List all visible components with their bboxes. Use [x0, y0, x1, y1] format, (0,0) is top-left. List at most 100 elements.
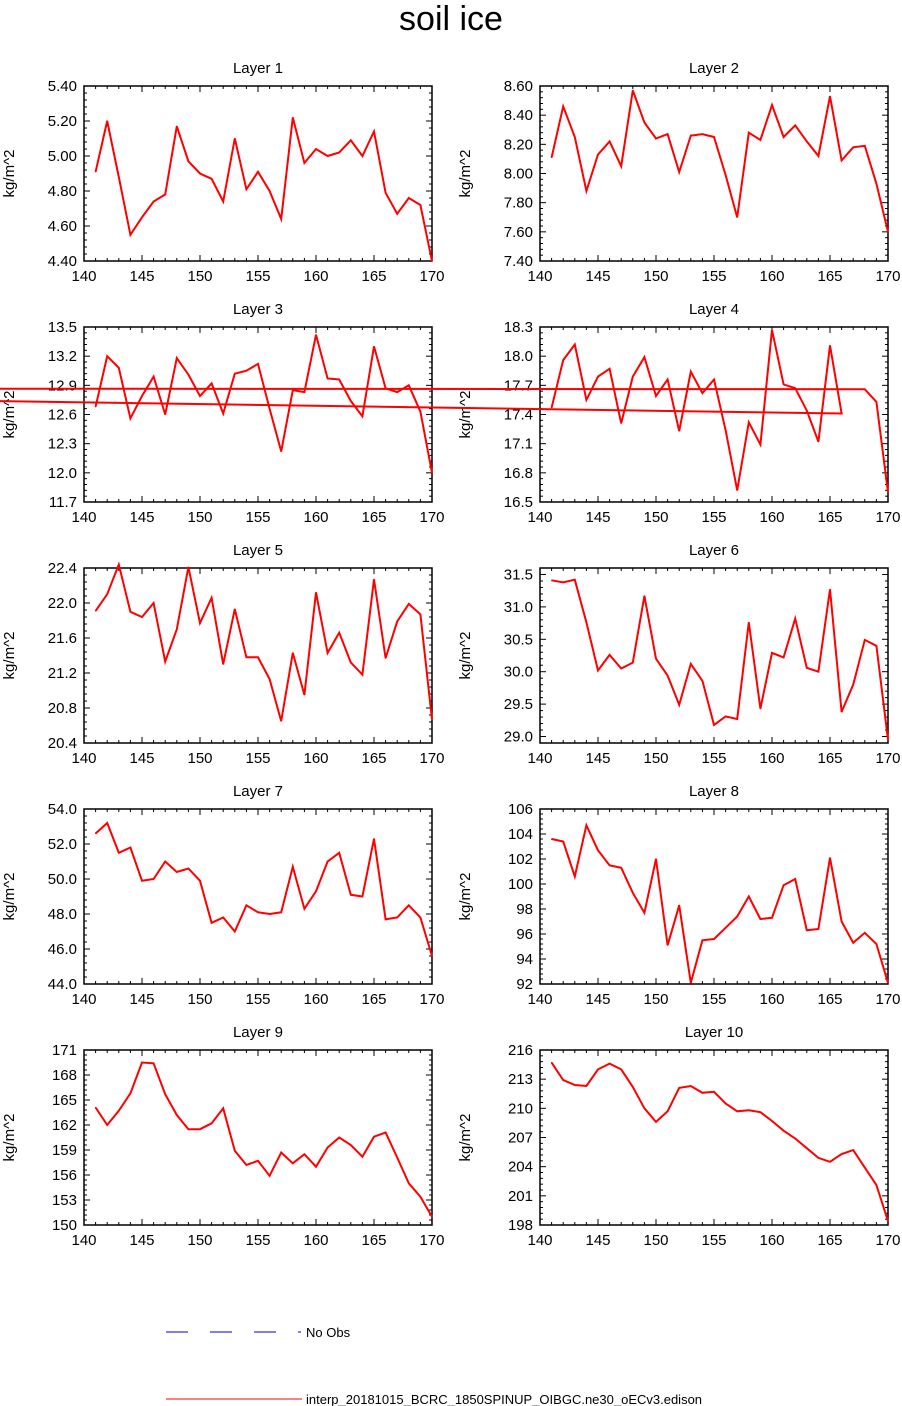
- data-point: [771, 329, 773, 331]
- series-line: [94, 117, 433, 262]
- series-line: [551, 822, 889, 984]
- data-point: [257, 656, 259, 658]
- data-point: [187, 160, 189, 162]
- data-point: [783, 383, 785, 385]
- data-point: [736, 489, 738, 491]
- x-tick-label: 145: [585, 1232, 610, 1249]
- data-point: [864, 639, 866, 641]
- data-point: [562, 105, 564, 108]
- data-point: [164, 860, 166, 863]
- y-tick-label: 54.0: [48, 801, 77, 818]
- y-tick-label: 21.2: [48, 665, 77, 682]
- data-point: [667, 133, 669, 135]
- chart-title: Layer 7: [233, 783, 283, 800]
- y-tick-label: 92: [516, 976, 533, 993]
- data-point: [303, 908, 305, 910]
- data-point: [419, 204, 421, 206]
- chart-title: Layer 6: [689, 542, 739, 559]
- series-line: [94, 561, 433, 722]
- data-point: [667, 944, 669, 946]
- data-point: [806, 1147, 808, 1149]
- y-tick-label: 96: [516, 926, 533, 943]
- x-tick-label: 165: [817, 991, 842, 1008]
- data-point: [713, 938, 715, 940]
- data-point: [419, 613, 421, 615]
- data-point: [303, 1153, 305, 1155]
- data-point: [129, 846, 131, 849]
- data-point: [794, 878, 796, 880]
- data-point: [783, 136, 785, 138]
- x-tick-label: 160: [759, 991, 784, 1008]
- data-point: [385, 192, 387, 194]
- data-point: [887, 491, 889, 493]
- x-tick-label: 170: [875, 268, 900, 285]
- data-point: [643, 121, 646, 124]
- data-point: [678, 171, 680, 173]
- data-point: [106, 1124, 108, 1126]
- y-tick-label: 13.2: [48, 348, 77, 365]
- data-point: [551, 1062, 553, 1064]
- chart-title: Layer 9: [233, 1024, 283, 1041]
- x-tick-label: 165: [361, 268, 386, 285]
- data-point: [269, 678, 271, 680]
- y-axis-label: kg/m^2: [457, 632, 474, 680]
- x-tick-label: 150: [187, 509, 212, 526]
- data-point: [597, 669, 599, 672]
- y-axis-label: kg/m^2: [1, 873, 18, 921]
- data-point: [153, 375, 155, 378]
- data-point: [678, 704, 680, 706]
- data-point: [222, 200, 224, 203]
- y-tick-label: 31.5: [504, 566, 533, 583]
- data-point: [852, 942, 854, 944]
- data-point: [551, 838, 553, 840]
- data-point: [585, 1085, 588, 1087]
- x-tick-label: 140: [527, 1232, 552, 1249]
- x-tick-label: 155: [245, 750, 270, 767]
- y-tick-label: 5.00: [48, 148, 77, 165]
- x-tick-label: 155: [245, 1232, 270, 1249]
- data-point: [234, 930, 236, 933]
- y-tick-label: 11.7: [49, 494, 77, 511]
- data-point: [690, 134, 692, 137]
- data-point: [806, 667, 808, 669]
- y-tick-label: 18.3: [504, 319, 533, 336]
- data-point: [338, 852, 340, 854]
- y-tick-label: 18.0: [504, 348, 533, 365]
- data-point: [748, 621, 750, 624]
- x-tick-label: 155: [701, 268, 726, 285]
- data-point: [829, 344, 831, 347]
- y-axis-label: kg/m^2: [1, 150, 18, 198]
- series-line: [94, 334, 433, 473]
- data-point: [620, 1068, 622, 1071]
- data-point: [725, 174, 727, 176]
- y-tick-label: 7.40: [504, 253, 533, 270]
- x-tick-label: 150: [187, 750, 212, 767]
- data-point: [176, 628, 178, 630]
- data-point: [841, 920, 843, 923]
- y-tick-label: 22.4: [48, 560, 77, 577]
- data-point: [771, 917, 773, 919]
- data-point: [817, 1157, 820, 1159]
- x-tick-label: 165: [361, 1232, 386, 1249]
- x-tick-label: 165: [361, 750, 386, 767]
- data-point: [701, 133, 704, 135]
- data-point: [222, 916, 224, 919]
- data-point: [431, 1216, 433, 1218]
- x-tick-label: 140: [71, 268, 96, 285]
- data-point: [141, 216, 143, 218]
- data-point: [385, 918, 387, 920]
- data-point: [164, 1093, 166, 1095]
- data-point: [153, 1062, 155, 1064]
- plot-frame: [83, 567, 433, 744]
- data-point: [713, 724, 715, 726]
- y-tick-label: 20.4: [48, 735, 77, 752]
- data-point: [841, 159, 843, 161]
- x-tick-label: 160: [303, 1232, 328, 1249]
- data-point: [725, 1102, 727, 1105]
- data-point: [211, 922, 213, 924]
- data-point: [829, 95, 831, 97]
- x-tick-label: 165: [361, 509, 386, 526]
- y-tick-label: 4.60: [48, 218, 77, 235]
- data-point: [153, 602, 155, 604]
- x-tick-label: 170: [419, 1232, 444, 1249]
